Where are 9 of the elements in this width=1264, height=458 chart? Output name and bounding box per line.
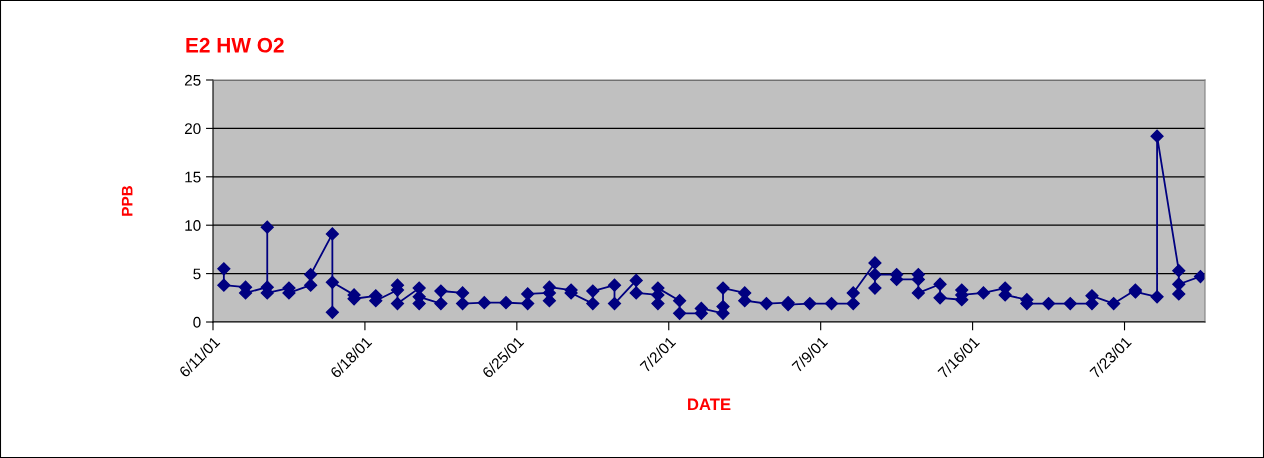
chart-title: E2 HW O2	[186, 37, 284, 53]
y-tick-label: 20	[184, 123, 201, 135]
y-axis-title: PPB	[121, 185, 133, 216]
y-tick-label: 10	[185, 220, 201, 231]
y-tick-label: 15	[185, 171, 201, 183]
y-tick-label: 25	[184, 74, 201, 86]
y-tick-label: 5	[193, 268, 201, 280]
y-tick-label: 0	[193, 316, 201, 328]
x-axis-title: DATE	[688, 398, 731, 411]
